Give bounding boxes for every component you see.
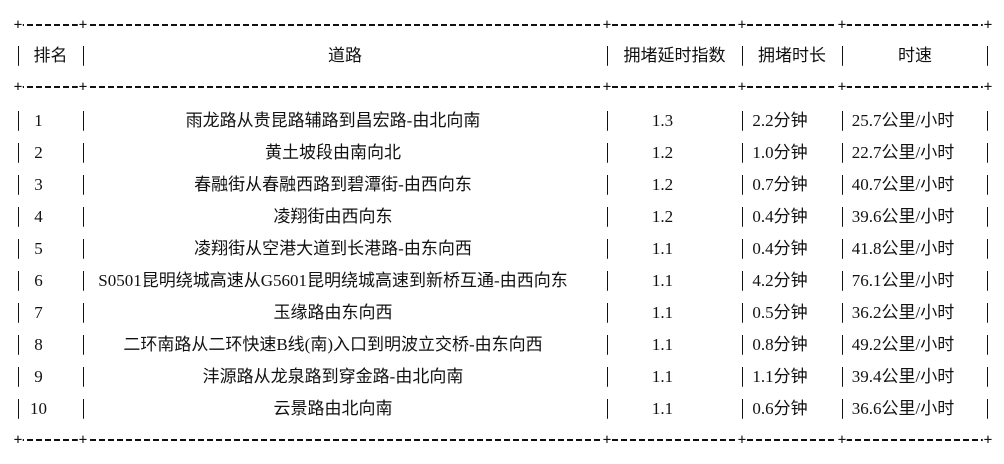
table-header-row: 排名 道路 拥堵延时指数 拥堵时长 时速 <box>18 25 988 87</box>
cell-road: 凌翔街由西向东 <box>83 207 607 227</box>
cell-duration: 0.7分钟 <box>742 175 842 195</box>
plus-junction <box>77 18 89 32</box>
cell-delay-index: 1.1 <box>607 335 742 355</box>
plus-junction <box>12 80 24 94</box>
cell-rank: 3 <box>18 175 83 195</box>
plus-junction <box>77 80 89 94</box>
table-row: 3 春融街从春融西路到碧潭街-由西向东 1.2 0.7分钟 40.7公里/小时 <box>18 169 988 201</box>
cell-road: 云景路由北向南 <box>83 399 607 419</box>
cell-speed: 76.1公里/小时 <box>842 271 988 291</box>
cell-delay-index: 1.3 <box>607 111 742 131</box>
plus-junction <box>836 18 848 32</box>
plus-junction <box>982 433 994 447</box>
cell-speed: 49.2公里/小时 <box>842 335 988 355</box>
plus-junction <box>601 80 613 94</box>
header-rank: 排名 <box>18 46 83 66</box>
cell-duration: 0.6分钟 <box>742 399 842 419</box>
cell-duration: 4.2分钟 <box>742 271 842 291</box>
table-row: 8 二环南路从二环快速B线(南)入口到明波立交桥-由东向西 1.1 0.8分钟 … <box>18 329 988 361</box>
table-row: 1 雨龙路从贵昆路辅路到昌宏路-由北向南 1.3 2.2分钟 25.7公里/小时 <box>18 105 988 137</box>
cell-speed: 36.2公里/小时 <box>842 303 988 323</box>
header-speed: 时速 <box>842 46 988 66</box>
cell-road: 黄土坡段由南向北 <box>83 143 607 163</box>
dashed-line <box>18 86 988 88</box>
cell-speed: 39.4公里/小时 <box>842 367 988 387</box>
cell-rank: 5 <box>18 239 83 259</box>
header-road: 道路 <box>83 46 607 66</box>
table-row: 4 凌翔街由西向东 1.2 0.4分钟 39.6公里/小时 <box>18 201 988 233</box>
plus-junction <box>736 433 748 447</box>
table-row: 9 沣源路从龙泉路到穿金路-由北向南 1.1 1.1分钟 39.4公里/小时 <box>18 361 988 393</box>
plus-junction <box>12 433 24 447</box>
header-delay-index: 拥堵延时指数 <box>607 46 742 66</box>
cell-rank: 9 <box>18 367 83 387</box>
cell-duration: 0.4分钟 <box>742 207 842 227</box>
cell-road: 二环南路从二环快速B线(南)入口到明波立交桥-由东向西 <box>83 335 607 355</box>
cell-delay-index: 1.1 <box>607 239 742 259</box>
plus-junction <box>736 80 748 94</box>
dashed-line <box>18 439 988 441</box>
table-row: 6 S0501昆明绕城高速从G5601昆明绕城高速到新桥互通-由西向东 1.1 … <box>18 265 988 297</box>
cell-delay-index: 1.1 <box>607 271 742 291</box>
cell-duration: 2.2分钟 <box>742 111 842 131</box>
plus-junction <box>836 80 848 94</box>
table-row: 2 黄土坡段由南向北 1.2 1.0分钟 22.7公里/小时 <box>18 137 988 169</box>
cell-rank: 7 <box>18 303 83 323</box>
cell-duration: 0.8分钟 <box>742 335 842 355</box>
table-row: 5 凌翔街从空港大道到长港路-由东向西 1.1 0.4分钟 41.8公里/小时 <box>18 233 988 265</box>
cell-road: 凌翔街从空港大道到长港路-由东向西 <box>83 239 607 259</box>
cell-duration: 0.5分钟 <box>742 303 842 323</box>
cell-delay-index: 1.2 <box>607 207 742 227</box>
plus-junction <box>836 433 848 447</box>
cell-rank: 1 <box>18 111 83 131</box>
cell-speed: 36.6公里/小时 <box>842 399 988 419</box>
cell-speed: 41.8公里/小时 <box>842 239 988 259</box>
cell-road: 沣源路从龙泉路到穿金路-由北向南 <box>83 367 607 387</box>
cell-speed: 40.7公里/小时 <box>842 175 988 195</box>
cell-duration: 1.1分钟 <box>742 367 842 387</box>
plus-junction <box>601 18 613 32</box>
cell-rank: 10 <box>18 399 83 419</box>
cell-duration: 1.0分钟 <box>742 143 842 163</box>
plus-junction <box>736 18 748 32</box>
cell-rank: 6 <box>18 271 83 291</box>
cell-delay-index: 1.1 <box>607 303 742 323</box>
cell-road: 春融街从春融西路到碧潭街-由西向东 <box>83 175 607 195</box>
plus-junction <box>982 80 994 94</box>
plus-junction <box>77 433 89 447</box>
cell-rank: 8 <box>18 335 83 355</box>
table-row: 10 云景路由北向南 1.1 0.6分钟 36.6公里/小时 <box>18 393 988 425</box>
cell-speed: 25.7公里/小时 <box>842 111 988 131</box>
plus-junction <box>982 18 994 32</box>
cell-duration: 0.4分钟 <box>742 239 842 259</box>
cell-rank: 2 <box>18 143 83 163</box>
cell-speed: 39.6公里/小时 <box>842 207 988 227</box>
cell-rank: 4 <box>18 207 83 227</box>
road-congestion-table: 排名 道路 拥堵延时指数 拥堵时长 时速 1 雨龙路从贵昆路辅路到昌宏路-由北向… <box>12 18 994 447</box>
cell-delay-index: 1.1 <box>607 367 742 387</box>
table-row: 7 玉缘路由东向西 1.1 0.5分钟 36.2公里/小时 <box>18 297 988 329</box>
cell-delay-index: 1.2 <box>607 175 742 195</box>
cell-speed: 22.7公里/小时 <box>842 143 988 163</box>
plus-junction <box>601 433 613 447</box>
cell-road: 雨龙路从贵昆路辅路到昌宏路-由北向南 <box>83 111 607 131</box>
header-duration: 拥堵时长 <box>742 46 842 66</box>
cell-delay-index: 1.2 <box>607 143 742 163</box>
cell-delay-index: 1.1 <box>607 399 742 419</box>
cell-road: 玉缘路由东向西 <box>83 303 607 323</box>
dashed-line <box>18 24 988 26</box>
plus-junction <box>12 18 24 32</box>
cell-road: S0501昆明绕城高速从G5601昆明绕城高速到新桥互通-由西向东 <box>83 271 607 291</box>
